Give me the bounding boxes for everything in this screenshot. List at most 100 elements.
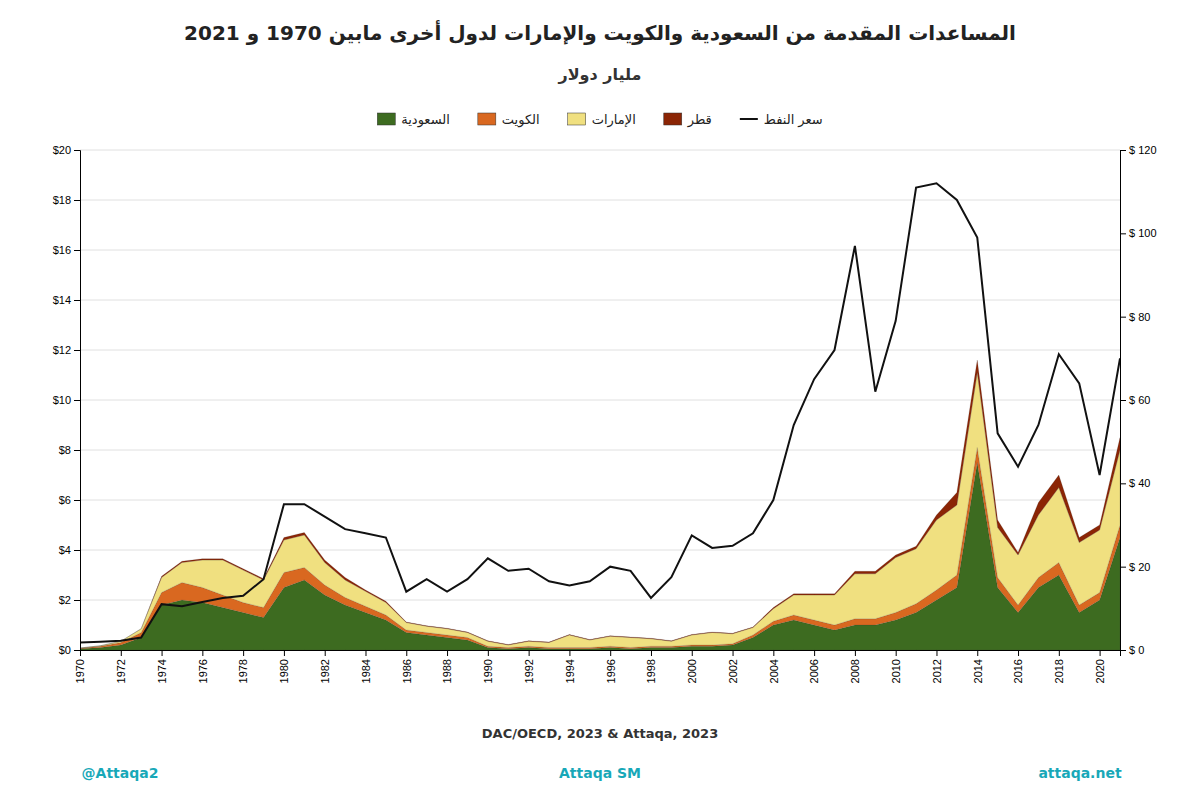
tick-label: 2000 xyxy=(686,659,698,683)
tick: 2008 xyxy=(849,650,861,683)
legend-label: الكويت xyxy=(502,112,540,128)
tick: $8 xyxy=(59,444,80,456)
tick-mark xyxy=(692,650,693,656)
area xyxy=(80,373,1120,649)
tick-mark xyxy=(1120,567,1126,568)
tick: 2018 xyxy=(1053,650,1065,683)
tick-label: 1982 xyxy=(319,659,331,683)
tick: 2002 xyxy=(727,650,739,683)
tick-mark xyxy=(74,550,80,551)
tick: 2014 xyxy=(972,650,984,683)
tick-label: 1996 xyxy=(605,659,617,683)
tick: $ 100 xyxy=(1120,227,1157,239)
tick: 1992 xyxy=(523,650,535,683)
tick-label: $ 80 xyxy=(1129,311,1150,323)
tick-mark xyxy=(365,650,366,656)
tick: $ 20 xyxy=(1120,561,1150,573)
tick-label: $10 xyxy=(53,394,71,406)
tick: 1988 xyxy=(441,650,453,683)
x-axis: 1970197219741976197819801982198419861988… xyxy=(74,650,1120,683)
marks xyxy=(80,183,1120,650)
tick-mark xyxy=(406,650,407,656)
tick: $12 xyxy=(53,344,80,356)
tick-label: 2016 xyxy=(1012,659,1024,683)
tick-mark xyxy=(74,450,80,451)
tick: 2012 xyxy=(931,650,943,683)
tick-label: $ 20 xyxy=(1129,561,1150,573)
tick-mark xyxy=(74,150,80,151)
tick-label: $ 100 xyxy=(1129,227,1157,239)
tick-label: $4 xyxy=(59,544,71,556)
grid xyxy=(80,150,1120,650)
grid-line xyxy=(80,300,1120,301)
tick: $ 120 xyxy=(1120,144,1157,156)
tick-label: 2008 xyxy=(849,659,861,683)
tick-mark xyxy=(733,650,734,656)
legend-swatch xyxy=(664,113,682,125)
tick: $ 80 xyxy=(1120,311,1150,323)
plot-area: $0$2$4$6$8$10$12$14$16$18$20$ 0$ 20$ 40$… xyxy=(53,144,1157,683)
tick-mark xyxy=(447,650,448,656)
tick: 1970 xyxy=(74,650,86,683)
tick: 1990 xyxy=(482,650,494,683)
tick-mark xyxy=(569,650,570,656)
annotation: Attaqa SM xyxy=(559,765,641,781)
tick-label: $8 xyxy=(59,444,71,456)
tick-mark xyxy=(74,350,80,351)
tick-mark xyxy=(936,650,937,656)
y2-axis: $ 0$ 20$ 40$ 60$ 80$ 100$ 120 xyxy=(1120,144,1157,656)
tick-mark xyxy=(773,650,774,656)
tick: 1986 xyxy=(401,650,413,683)
tick-mark xyxy=(1120,233,1126,234)
tick: $16 xyxy=(53,244,80,256)
tick-mark xyxy=(1059,650,1060,656)
tick: 2006 xyxy=(808,650,820,683)
tick-mark xyxy=(74,500,80,501)
legend-label: الإمارات xyxy=(592,112,636,128)
tick-label: $2 xyxy=(59,594,71,606)
tick-label: $ 120 xyxy=(1129,144,1157,156)
y-axis: $0$2$4$6$8$10$12$14$16$18$20 xyxy=(53,144,81,656)
tick-mark xyxy=(284,650,285,656)
tick: $10 xyxy=(53,394,80,406)
tick-mark xyxy=(651,650,652,656)
tick: 1994 xyxy=(564,650,576,683)
grid-line xyxy=(80,150,1120,151)
tick-mark xyxy=(1120,483,1126,484)
legend-label: سعر النفط xyxy=(764,112,823,128)
legend-swatch xyxy=(377,113,395,125)
tick: $6 xyxy=(59,494,80,506)
tick-mark xyxy=(529,650,530,656)
line xyxy=(80,183,1120,642)
legend-swatch xyxy=(568,113,586,125)
tick-label: 2014 xyxy=(972,659,984,683)
grid-line xyxy=(80,350,1120,351)
tick-label: 1976 xyxy=(197,659,209,683)
tick-label: 1970 xyxy=(74,659,86,683)
tick-mark xyxy=(1120,317,1126,318)
tick-label: 1974 xyxy=(156,659,168,683)
tick-mark xyxy=(977,650,978,656)
area xyxy=(80,360,1120,648)
grid-line xyxy=(80,200,1120,201)
tick-label: $16 xyxy=(53,244,71,256)
tick-mark xyxy=(74,600,80,601)
legend-swatch xyxy=(740,118,758,120)
tick-label: 2004 xyxy=(768,659,780,683)
grid-line xyxy=(80,250,1120,251)
tick-label: $ 40 xyxy=(1129,477,1150,489)
annotation: DAC/OECD, 2023 & Attaqa, 2023 xyxy=(482,726,718,741)
tick-label: $0 xyxy=(59,644,71,656)
tick: $18 xyxy=(53,194,80,206)
tick-label: 1972 xyxy=(115,659,127,683)
grid-line xyxy=(80,400,1120,401)
annotation: @Attaqa2 xyxy=(82,765,159,781)
tick: 1984 xyxy=(360,650,372,683)
tick-mark xyxy=(74,250,80,251)
tick-label: $ 0 xyxy=(1129,644,1144,656)
tick-mark xyxy=(1120,150,1126,151)
tick-label: 2006 xyxy=(808,659,820,683)
tick-label: 2020 xyxy=(1094,659,1106,683)
axis-line xyxy=(74,151,81,651)
tick: $ 40 xyxy=(1120,477,1150,489)
